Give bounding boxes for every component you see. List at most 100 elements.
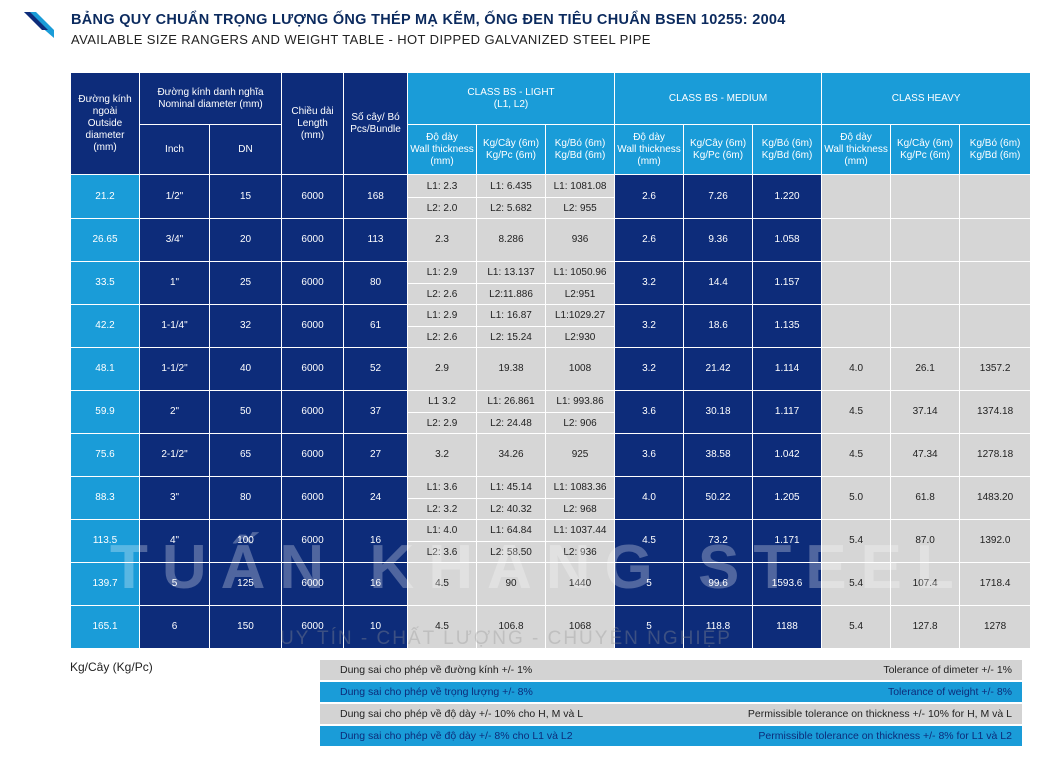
cell-light-kg-pc: L1: 13.137 L2:11.886 [476, 261, 547, 305]
cell-pcs-bundle: 24 [343, 476, 409, 520]
cell-medium-wall: 5 [614, 605, 685, 649]
table-row: 33.5 1" 25 6000 80 L1: 2.9 L2: 2.6 L1: 13.137 L2… [70, 261, 1032, 305]
cell-heavy-kg-pc: 87.0 [890, 519, 961, 563]
cell-light-kg-pc: 19.38 [476, 347, 547, 391]
cell-heavy-kg-pc: 26.1 [890, 347, 961, 391]
table-row: 165.1 6 150 6000 10 4.5 106.8 1068 5 118.8 1188 5.4… [70, 605, 1032, 649]
cell-heavy-wall: 4.5 [821, 433, 892, 477]
cell-dn: 100 [208, 519, 283, 563]
cell-light-wall: L1: 2.9 L2: 2.6 [407, 261, 478, 305]
cell-medium-kg-bd: 1.058 [752, 218, 823, 262]
cell-medium-kg-pc: 30.18 [683, 390, 754, 434]
cell-inch: 4" [139, 519, 210, 563]
cell-light-kg-pc: 90 [476, 562, 547, 606]
cell-medium-kg-bd: 1.157 [752, 261, 823, 305]
cell-heavy-kg-bd: 1357.2 [959, 347, 1032, 391]
cell-light-wall: 3.2 [407, 433, 478, 477]
cell-pcs-bundle: 168 [343, 174, 409, 219]
cell-outside-diameter: 48.1 [70, 347, 140, 391]
cell-outside-diameter: 139.7 [70, 562, 140, 606]
page-subtitle: AVAILABLE SIZE RANGERS AND WEIGHT TABLE … [71, 32, 651, 47]
table-row: 48.1 1-1/2" 40 6000 52 2.9 19.38 1008 3.2 21.42 1.… [70, 347, 1032, 391]
cell-length: 6000 [281, 261, 345, 305]
cell-pcs-bundle: 16 [343, 562, 409, 606]
cell-dn: 32 [208, 304, 283, 348]
cell-medium-wall: 3.2 [614, 347, 685, 391]
cell-medium-kg-bd: 1.171 [752, 519, 823, 563]
page-title: BẢNG QUY CHUẨN TRỌNG LƯỢNG ỐNG THÉP MẠ K… [71, 12, 786, 28]
cell-pcs-bundle: 113 [343, 218, 409, 262]
cell-heavy-kg-bd [959, 218, 1032, 262]
table-row: 88.3 3" 80 6000 24 L1: 3.6 L2: 3.2 L1: 45.14 L2:… [70, 476, 1032, 520]
cell-light-kg-bd: L1: 993.86 L2: 906 [545, 390, 616, 434]
cell-light-kg-bd: L1: 1050.96 L2:951 [545, 261, 616, 305]
header-light-wall: Độ dày Wall thickness (mm) [407, 124, 478, 175]
cell-medium-kg-pc: 7.26 [683, 174, 754, 219]
cell-outside-diameter: 21.2 [70, 174, 140, 219]
cell-outside-diameter: 26.65 [70, 218, 140, 262]
cell-light-wall: 4.5 [407, 605, 478, 649]
header-heavy-kg-pc: Kg/Cây (6m) Kg/Pc (6m) [890, 124, 961, 175]
table-row: 113.5 4" 100 6000 16 L1: 4.0 L2: 3.6 L1: 64.84 L… [70, 519, 1032, 563]
header-light-kg-bd: Kg/Bó (6m) Kg/Bd (6m) [545, 124, 616, 175]
cell-inch: 1" [139, 261, 210, 305]
cell-outside-diameter: 113.5 [70, 519, 140, 563]
cell-heavy-kg-pc: 37.14 [890, 390, 961, 434]
cell-medium-kg-bd: 1.220 [752, 174, 823, 219]
cell-dn: 50 [208, 390, 283, 434]
cell-length: 6000 [281, 174, 345, 219]
cell-heavy-kg-pc: 47.34 [890, 433, 961, 477]
cell-light-kg-pc: L1: 16.87 L2: 15.24 [476, 304, 547, 348]
cell-light-wall: 2.9 [407, 347, 478, 391]
cell-heavy-kg-pc [890, 174, 961, 219]
cell-light-kg-bd: 1008 [545, 347, 616, 391]
cell-outside-diameter: 59.9 [70, 390, 140, 434]
cell-outside-diameter: 75.6 [70, 433, 140, 477]
weight-table: Đường kính ngoài Outside diameter (mm) Đườ… [70, 72, 1032, 649]
cell-pcs-bundle: 37 [343, 390, 409, 434]
cell-medium-kg-pc: 73.2 [683, 519, 754, 563]
cell-light-kg-pc: L1: 64.84 L2: 58.50 [476, 519, 547, 563]
cell-pcs-bundle: 10 [343, 605, 409, 649]
cell-medium-wall: 5 [614, 562, 685, 606]
cell-heavy-wall: 5.4 [821, 605, 892, 649]
cell-medium-kg-bd: 1593.6 [752, 562, 823, 606]
cell-length: 6000 [281, 433, 345, 477]
cell-medium-kg-pc: 50.22 [683, 476, 754, 520]
cell-light-kg-pc: 34.26 [476, 433, 547, 477]
cell-medium-kg-pc: 18.6 [683, 304, 754, 348]
cell-heavy-wall: 5.4 [821, 562, 892, 606]
cell-inch: 1-1/2" [139, 347, 210, 391]
cell-heavy-wall: 5.0 [821, 476, 892, 520]
cell-heavy-wall [821, 218, 892, 262]
cell-heavy-wall: 4.0 [821, 347, 892, 391]
cell-outside-diameter: 165.1 [70, 605, 140, 649]
cell-medium-kg-pc: 118.8 [683, 605, 754, 649]
cell-heavy-kg-pc [890, 304, 961, 348]
cell-length: 6000 [281, 519, 345, 563]
cell-medium-kg-bd: 1.114 [752, 347, 823, 391]
cell-length: 6000 [281, 390, 345, 434]
cell-heavy-wall: 5.4 [821, 519, 892, 563]
cell-dn: 20 [208, 218, 283, 262]
cell-light-kg-bd: 1068 [545, 605, 616, 649]
cell-heavy-kg-pc [890, 261, 961, 305]
cell-light-wall: L1 3.2 L2: 2.9 [407, 390, 478, 434]
cell-dn: 150 [208, 605, 283, 649]
cell-light-kg-pc: L1: 6.435 L2: 5.682 [476, 174, 547, 219]
cell-medium-kg-bd: 1.135 [752, 304, 823, 348]
cell-medium-wall: 3.2 [614, 261, 685, 305]
cell-light-kg-pc: 8.286 [476, 218, 547, 262]
cell-light-kg-bd: L1: 1081.08 L2: 955 [545, 174, 616, 219]
cell-light-wall: 2.3 [407, 218, 478, 262]
tolerance-row: Dung sai cho phép về trọng lượng +/- 8% T… [320, 682, 1022, 702]
cell-inch: 1-1/4" [139, 304, 210, 348]
cell-light-kg-bd: L1: 1083.36 L2: 968 [545, 476, 616, 520]
cell-dn: 125 [208, 562, 283, 606]
cell-heavy-kg-bd: 1483.20 [959, 476, 1032, 520]
cell-light-wall: L1: 2.3 L2: 2.0 [407, 174, 478, 219]
cell-heavy-kg-bd [959, 174, 1032, 219]
header-class-medium: CLASS BS - MEDIUM [614, 72, 823, 125]
header-dn: DN [208, 124, 283, 175]
cell-length: 6000 [281, 218, 345, 262]
